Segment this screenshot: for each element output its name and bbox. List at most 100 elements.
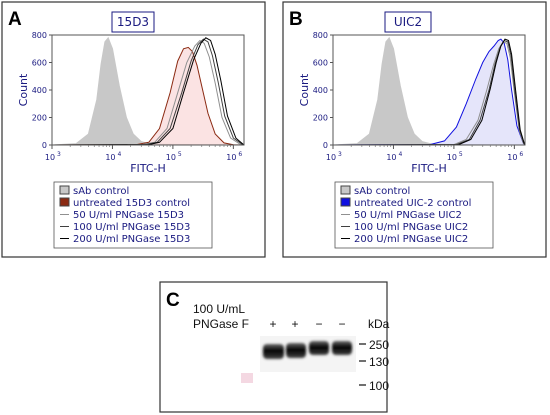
panel-a-xlabel: FITC-H (130, 162, 166, 175)
panel-b-series-1-line (332, 38, 526, 146)
marker-label-250: 250 (369, 338, 389, 352)
marker-label-100: 100 (369, 379, 389, 393)
panel-a-title: 15D3 (117, 15, 149, 29)
panel-a-series-2-line (51, 39, 245, 146)
blot-artifact-mark (241, 373, 253, 383)
panel-c: C 100 U/mL PNGase F + + − − kDa 250 130 … (159, 281, 390, 413)
panel-a-series-1-area (52, 47, 244, 145)
panel-b-legend-label-0: sAb control (354, 186, 410, 197)
panel-a-series-3-line (51, 38, 245, 146)
panel-a-ylabel: Count (17, 73, 30, 106)
panel-b-x-ticks: 10 3 10 4 10 5 10 6 (326, 145, 523, 162)
panel-b-letter: B (289, 9, 303, 30)
panel-b-xlabel: FITC-H (411, 162, 447, 175)
panel-b-legend-swatch-2 (341, 214, 350, 215)
panel-b-legend-frame (334, 181, 494, 249)
panel-a-title-box (111, 11, 155, 33)
panel-a-series-0-line (51, 36, 245, 146)
panel-b-frame (282, 1, 547, 258)
panel-a-legend-label-0: sAb control (73, 186, 129, 197)
panel-a-frame (1, 1, 266, 258)
panel-a-legend-swatch-4 (60, 238, 69, 239)
treatment-label-line2: PNGase F (193, 317, 249, 331)
treatment-label-line1: 100 U/mL (193, 302, 245, 316)
panel-b-y-tick-label-1: 200 (313, 114, 328, 123)
panel-b-legend-swatch-4 (341, 238, 350, 239)
panel-a-x-tick-exponent-2: 5 (178, 151, 182, 158)
panel-a-x-tick-exponent-3: 6 (238, 151, 242, 158)
panel-a-y-tick-label-1: 200 (32, 114, 47, 123)
panel-a-series-0-area (52, 37, 244, 145)
panel-a-legend-swatch-1 (59, 197, 70, 207)
panel-b-y-tick-label-2: 400 (313, 86, 328, 95)
panel-a-y-tick-label-3: 600 (32, 59, 47, 68)
panel-b-plot-area (332, 36, 526, 146)
lane-2-sign: + (291, 317, 298, 331)
panel-b-ylabel: Count (298, 73, 311, 106)
lane-3-sign: − (315, 317, 322, 331)
panel-a-series-4-line (51, 37, 245, 146)
blot-band-lane-1 (263, 344, 284, 359)
panel-b-legend-label-1: untreated UIC-2 control (354, 198, 471, 209)
panel-a-legend-label-4: 200 U/ml PNGase 15D3 (73, 234, 190, 245)
panel-b-x-tick-base-1: 10 (386, 153, 396, 162)
panel-b-title-box (384, 11, 432, 33)
panel-a-x-tick-exponent-0: 3 (57, 151, 61, 158)
panel-a-x-tick-base-3: 10 (226, 153, 236, 162)
panel-b-series-4-line (332, 38, 526, 146)
panel-b-series-0-area (333, 37, 525, 145)
panel-b-y-ticks: 0 200 400 600 800 (313, 31, 333, 150)
blot-band-lane-2 (286, 343, 306, 358)
blot-band-lane-4 (332, 341, 352, 355)
panel-a-y-tick-label-2: 400 (32, 86, 47, 95)
panel-b-x-tick-base-2: 10 (447, 153, 457, 162)
panel-a-series-1-line (51, 46, 245, 146)
panel-a-y-ticks: 0 200 400 600 800 (32, 31, 52, 150)
panel-b-legend-label-2: 50 U/ml PNGase UIC2 (354, 210, 462, 221)
panel-a-plot-area (51, 36, 245, 146)
panel-b-y-tick-label-0: 0 (323, 141, 328, 150)
panel-a-y-tick-label-4: 800 (32, 31, 47, 40)
panel-a-y-tick-label-0: 0 (42, 141, 47, 150)
panel-a-legend-label-2: 50 U/ml PNGase 15D3 (73, 210, 184, 221)
panel-a-plot-frame (51, 34, 245, 146)
panel-b-legend-swatch-0 (340, 185, 351, 195)
panel-c-frame (159, 281, 388, 413)
lane-4-sign: − (338, 317, 345, 331)
panel-b-x-tick-exponent-2: 5 (459, 151, 463, 158)
panel-b-legend-label-3: 100 U/ml PNGase UIC2 (354, 222, 468, 233)
panel-b-x-tick-base-3: 10 (507, 153, 517, 162)
panel-a-legend-frame (53, 181, 213, 249)
marker-label-130: 130 (369, 355, 389, 369)
panel-a-x-ticks: 10 3 10 4 10 5 10 6 (45, 145, 242, 162)
blot-band-lane-3 (309, 341, 329, 355)
panel-c-letter: C (166, 290, 180, 311)
panel-a-x-tick-base-0: 10 (45, 153, 55, 162)
panel-a-legend-swatch-2 (60, 214, 69, 215)
panel-b-series-1-area (333, 39, 525, 145)
panel-b-title: UIC2 (394, 15, 422, 29)
panel-a-x-tick-exponent-1: 4 (117, 151, 121, 158)
lane-1-sign: + (269, 317, 276, 331)
panel-b-legend-swatch-3 (341, 226, 350, 227)
panel-a-letter: A (8, 9, 22, 30)
panel-a-x-tick-base-2: 10 (166, 153, 176, 162)
panel-b-series-0-line (332, 36, 526, 146)
panel-b-y-tick-label-4: 800 (313, 31, 328, 40)
panel-b-x-tick-base-0: 10 (326, 153, 336, 162)
panel-a-legend-swatch-3 (60, 226, 69, 227)
panel-a-legend-label-3: 100 U/ml PNGase 15D3 (73, 222, 190, 233)
kda-unit-label: kDa (368, 317, 390, 331)
panel-b-x-tick-exponent-3: 6 (519, 151, 523, 158)
panel-a-x-tick-base-1: 10 (105, 153, 115, 162)
panel-b-legend-swatch-1 (340, 197, 351, 207)
panel-a-legend-label-1: untreated 15D3 control (73, 198, 190, 209)
panel-a-legend-swatch-0 (59, 185, 70, 195)
panel-b-x-tick-exponent-1: 4 (398, 151, 402, 158)
panel-b-x-tick-exponent-0: 3 (338, 151, 342, 158)
